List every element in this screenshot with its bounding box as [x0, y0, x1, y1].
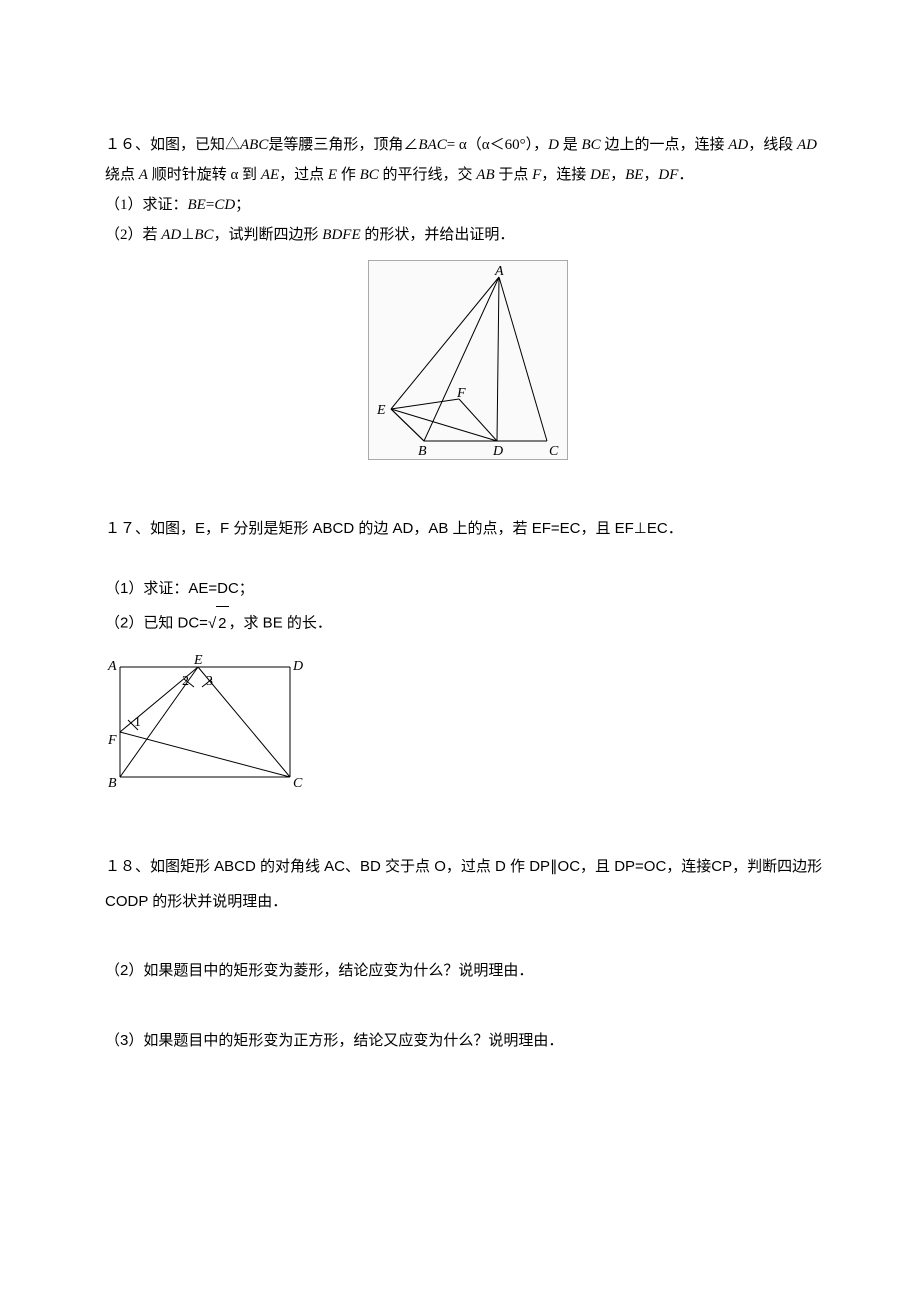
bac: BAC — [418, 137, 446, 153]
radicand: 2 — [216, 606, 228, 642]
text: 顺时针旋转 α 到 — [148, 167, 261, 183]
svg-text:B: B — [418, 444, 427, 459]
abc: ABC — [240, 137, 268, 153]
svg-text:D: D — [492, 444, 503, 459]
text: 边上的一点，连接 — [601, 137, 729, 153]
svg-text:A: A — [494, 264, 504, 279]
be: BE — [188, 197, 206, 213]
problem-18: １８、如图矩形 ABCD 的对角线 AC、BD 交于点 O，过点 D 作 DP∥… — [105, 850, 830, 1058]
bdfe: BDFE — [322, 227, 360, 243]
text: ，求 BE 的长． — [229, 615, 332, 632]
text: ，线段 — [748, 137, 797, 153]
text: 的平行线，交 — [379, 167, 477, 183]
p16-q1: （1）求证：BE=CD； — [105, 190, 830, 220]
text: ； — [235, 197, 250, 213]
ad: AD — [728, 137, 748, 153]
problem-16: １６、如图，已知△ABC是等腰三角形，顶角∠BAC= α（α＜60°），D 是 … — [105, 130, 830, 472]
p18-statement: １８、如图矩形 ABCD 的对角线 AC、BD 交于点 O，过点 D 作 DP∥… — [105, 850, 830, 919]
f: F — [532, 167, 541, 183]
p16-figure-container: A B C D E F — [105, 260, 830, 472]
problem-17: １７、如图，E，F 分别是矩形 ABCD 的边 AD，AB 上的点，若 EF=E… — [105, 512, 830, 810]
text: 于点 — [495, 167, 533, 183]
de: DE — [590, 167, 610, 183]
bc: BC — [582, 137, 601, 153]
p17-svg: ABCDEF123 — [105, 652, 305, 797]
e: E — [328, 167, 337, 183]
text: ． — [678, 167, 693, 183]
ad: AD — [161, 227, 181, 243]
svg-text:F: F — [456, 386, 466, 401]
text: ，试判断四边形 — [214, 227, 323, 243]
df: DF — [658, 167, 678, 183]
text: ， — [610, 167, 625, 183]
p18-q3: （3）如果题目中的矩形变为正方形，结论又应变为什么？说明理由． — [105, 1024, 830, 1059]
text: （1）求证： — [105, 197, 188, 213]
text: 作 — [337, 167, 360, 183]
text: １６、如图，已知△ — [105, 137, 240, 153]
text: 是等腰三角形，顶角∠ — [268, 137, 418, 153]
text: ，过点 — [279, 167, 328, 183]
text: ， — [643, 167, 658, 183]
bc: BC — [194, 227, 213, 243]
svg-text:B: B — [108, 776, 117, 791]
text: 绕点 — [105, 167, 139, 183]
p16-svg: A B C D E F — [369, 261, 569, 461]
ae: AE — [261, 167, 279, 183]
p18-q2: （2）如果题目中的矩形变为菱形，结论应变为什么？说明理由． — [105, 954, 830, 989]
a: A — [139, 167, 148, 183]
svg-text:E: E — [376, 403, 386, 418]
svg-text:C: C — [549, 444, 559, 459]
text: 是 — [559, 137, 582, 153]
p17-q2: （2）已知 DC=√2，求 BE 的长． — [105, 606, 830, 642]
p16-figure: A B C D E F — [368, 260, 568, 460]
bc: BC — [360, 167, 379, 183]
text: 的形状，并给出证明． — [361, 227, 515, 243]
p17-statement: １７、如图，E，F 分别是矩形 ABCD 的边 AD，AB 上的点，若 EF=E… — [105, 512, 830, 547]
p16-statement: １６、如图，已知△ABC是等腰三角形，顶角∠BAC= α（α＜60°），D 是 … — [105, 130, 830, 190]
svg-text:A: A — [107, 659, 117, 674]
sqrt-icon: √2 — [208, 606, 229, 642]
text: （2）已知 DC= — [105, 615, 208, 632]
svg-text:D: D — [292, 659, 303, 674]
ad: AD — [797, 137, 817, 153]
ab: AB — [476, 167, 494, 183]
p17-q1: （1）求证：AE=DC； — [105, 572, 830, 607]
p16-q2: （2）若 AD⊥BC，试判断四边形 BDFE 的形状，并给出证明． — [105, 220, 830, 250]
svg-text:F: F — [107, 733, 117, 748]
d: D — [548, 137, 559, 153]
svg-text:C: C — [293, 776, 303, 791]
text: = α（α＜60°）， — [447, 137, 548, 153]
svg-text:2: 2 — [182, 674, 189, 689]
cd: CD — [214, 197, 235, 213]
be: BE — [625, 167, 643, 183]
text: ⊥ — [181, 227, 194, 243]
p17-figure: ABCDEF123 — [105, 652, 305, 797]
text: ，连接 — [541, 167, 590, 183]
p17-figure-container: ABCDEF123 — [105, 642, 830, 811]
text: （2）若 — [105, 227, 161, 243]
svg-text:E: E — [193, 653, 203, 668]
